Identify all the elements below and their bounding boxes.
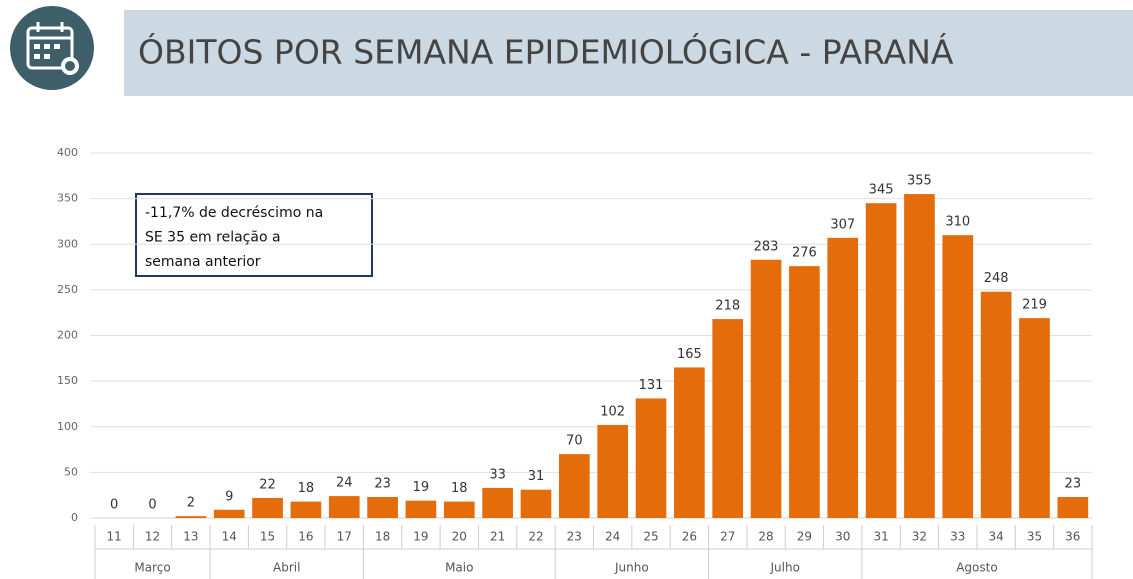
data-label: 2 — [187, 496, 195, 511]
x-tick-label: 30 — [835, 530, 850, 544]
x-tick-label: 22 — [528, 530, 543, 544]
x-tick-label: 15 — [260, 530, 275, 544]
data-label: 345 — [869, 183, 894, 198]
annotation-text: -11,7% de decréscimo na — [145, 205, 323, 221]
bar — [597, 424, 629, 518]
annotation-text: SE 35 em relação a — [145, 230, 281, 246]
x-tick-label: 31 — [873, 530, 888, 544]
data-label: 310 — [945, 215, 970, 230]
x-tick-label: 33 — [950, 530, 965, 544]
x-tick-label: 23 — [567, 530, 582, 544]
data-label: 219 — [1022, 298, 1047, 313]
bar — [980, 291, 1012, 518]
bar — [175, 516, 207, 518]
y-tick-label: 200 — [57, 329, 78, 342]
x-tick-label: 16 — [298, 530, 313, 544]
bar — [904, 194, 935, 518]
x-tick-label: 32 — [912, 530, 927, 544]
month-label: Abril — [273, 561, 300, 575]
data-label: 23 — [1065, 477, 1082, 492]
data-label: 22 — [259, 477, 276, 492]
data-label: 283 — [754, 239, 779, 254]
x-tick-label: 11 — [107, 530, 122, 544]
y-tick-label: 50 — [64, 465, 78, 478]
bar — [789, 266, 820, 518]
data-label: 9 — [225, 489, 233, 504]
bar — [367, 497, 398, 518]
bar — [405, 500, 437, 518]
y-tick-label: 0 — [71, 511, 78, 524]
month-label: Junho — [614, 561, 649, 575]
x-tick-label: 35 — [1027, 530, 1042, 544]
x-tick-label: 17 — [337, 530, 352, 544]
data-label: 18 — [298, 481, 315, 496]
data-label: 19 — [413, 480, 430, 495]
data-label: 31 — [528, 469, 545, 484]
bar — [328, 496, 360, 518]
data-label: 218 — [715, 299, 740, 314]
x-tick-label: 25 — [643, 530, 658, 544]
y-tick-label: 100 — [57, 420, 78, 433]
data-label: 0 — [148, 498, 156, 513]
x-tick-label: 18 — [375, 530, 390, 544]
data-label: 355 — [907, 174, 932, 189]
data-label: 102 — [600, 404, 625, 419]
chart-title: ÓBITOS POR SEMANA EPIDEMIOLÓGICA - PARAN… — [138, 32, 954, 72]
month-label: Julho — [770, 561, 800, 575]
y-tick-label: 400 — [57, 146, 78, 159]
data-label: 33 — [489, 467, 506, 482]
y-tick-label: 250 — [57, 283, 78, 296]
x-tick-label: 27 — [720, 530, 735, 544]
x-tick-label: 21 — [490, 530, 505, 544]
data-label: 70 — [566, 434, 583, 449]
data-label: 165 — [677, 347, 702, 362]
x-tick-label: 36 — [1065, 530, 1080, 544]
x-tick-label: 20 — [452, 530, 467, 544]
bar — [558, 454, 590, 518]
bar — [865, 203, 897, 518]
month-label: Maio — [445, 561, 473, 575]
bar — [290, 501, 322, 518]
bar — [942, 235, 974, 518]
x-tick-label: 19 — [413, 530, 428, 544]
x-tick-label: 28 — [758, 530, 773, 544]
annotation-box — [135, 193, 373, 277]
bar — [443, 501, 475, 518]
data-label: 248 — [984, 271, 1009, 286]
data-label: 276 — [792, 246, 817, 261]
bar — [1019, 318, 1050, 518]
bar — [482, 487, 513, 518]
month-label: Agosto — [956, 561, 997, 575]
bar — [252, 497, 283, 518]
data-label: 18 — [451, 481, 468, 496]
bar — [750, 259, 782, 518]
annotation-text: semana anterior — [145, 254, 261, 270]
data-label: 24 — [336, 476, 353, 491]
bar — [1057, 497, 1089, 518]
bar — [213, 509, 245, 518]
bar — [520, 489, 552, 518]
bar — [674, 367, 705, 518]
month-label: Março — [134, 561, 170, 575]
data-label: 23 — [374, 477, 391, 492]
x-tick-label: 34 — [988, 530, 1003, 544]
y-tick-label: 300 — [57, 237, 78, 250]
bar — [827, 237, 859, 519]
data-label: 0 — [110, 498, 118, 513]
bar — [635, 398, 667, 518]
x-tick-label: 14 — [222, 530, 237, 544]
x-tick-label: 29 — [797, 530, 812, 544]
x-tick-label: 12 — [145, 530, 160, 544]
x-tick-label: 24 — [605, 530, 620, 544]
data-label: 307 — [830, 217, 855, 232]
calendar-icon — [10, 6, 94, 90]
data-label: 131 — [639, 378, 664, 393]
x-tick-label: 26 — [682, 530, 697, 544]
x-tick-label: 13 — [183, 530, 198, 544]
title-banner — [124, 10, 1133, 96]
y-tick-label: 350 — [57, 192, 78, 205]
y-tick-label: 150 — [57, 374, 78, 387]
bar — [712, 319, 744, 518]
